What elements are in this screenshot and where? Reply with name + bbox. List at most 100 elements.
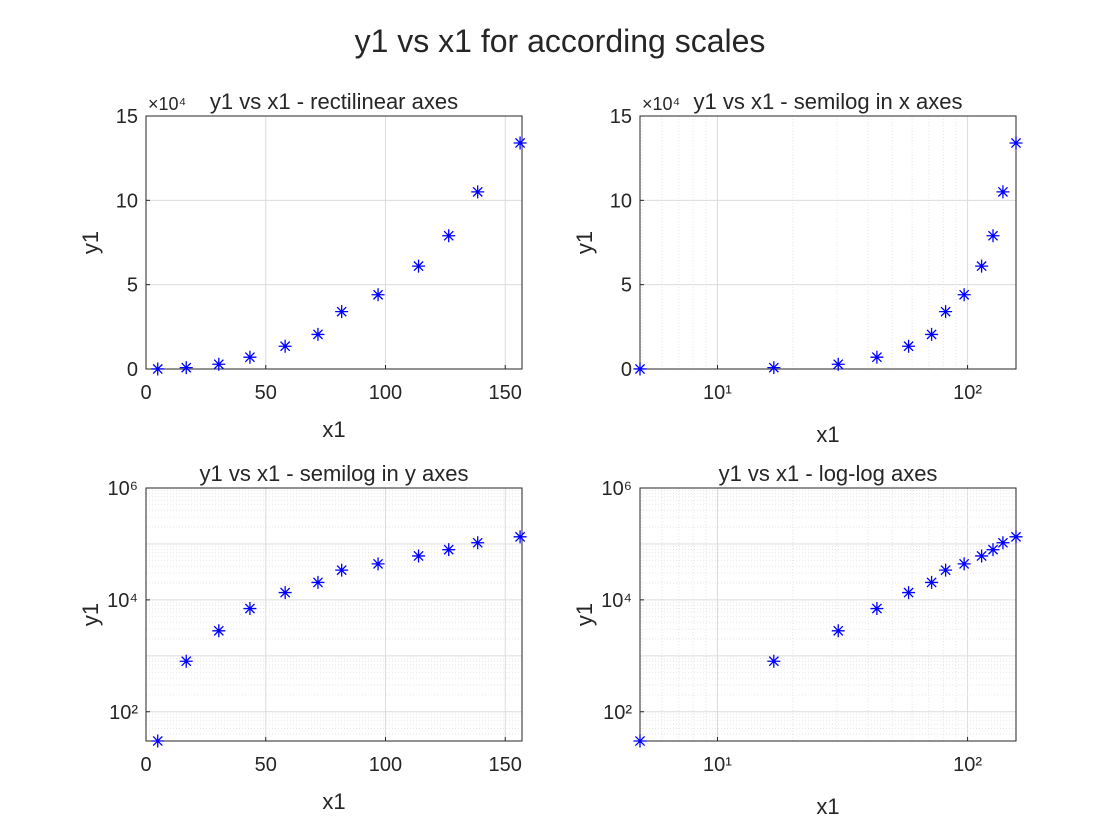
subplot-title: y1 vs x1 - semilog in x axes (694, 89, 963, 114)
data-point (412, 259, 426, 273)
grid (640, 115, 1016, 370)
x-ticks: 10¹ 10² (703, 737, 982, 776)
data-point (278, 339, 292, 353)
data-point (957, 557, 971, 571)
data-point (902, 586, 916, 600)
data-point (1009, 136, 1023, 150)
y-tick-label: 10 (610, 190, 632, 212)
data-point (212, 624, 226, 638)
data-point (513, 136, 527, 150)
data-point (243, 350, 257, 364)
grid (640, 487, 1016, 742)
axes-background (146, 116, 522, 369)
y-axis-label: y1 (572, 603, 597, 626)
data-point (335, 563, 349, 577)
data-point (767, 654, 781, 668)
x-axis-label: x1 (816, 794, 839, 819)
x-tick-label: 10¹ (703, 754, 732, 776)
x-ticks: 0 50 100 150 (140, 737, 522, 776)
data-point (513, 530, 527, 544)
data-point (986, 543, 1000, 557)
x-axis-label: x1 (322, 417, 345, 442)
data-point (311, 575, 325, 589)
x-ticks: 10¹ 10² (703, 365, 982, 404)
data-point (371, 557, 385, 571)
data-point (996, 536, 1010, 550)
y-tick-label: 0 (127, 359, 138, 381)
data-point (633, 734, 647, 748)
x-tick-label: 150 (489, 754, 522, 776)
x-tick-label: 10² (953, 382, 982, 404)
y-ticks: 0 5 10 15 (610, 106, 644, 381)
y-tick-label: 5 (127, 275, 138, 297)
x-axis-label: x1 (816, 422, 839, 447)
y-tick-label: 15 (610, 106, 632, 128)
y-axis-label: y1 (572, 231, 597, 254)
subplot-log-log: 10¹ 10² 10² 10⁴ 10⁶ x1 y1 y1 vs x1 - log-log ax… (572, 461, 1023, 819)
data-point (179, 361, 193, 375)
data-point (471, 185, 485, 199)
data-point (939, 563, 953, 577)
y-tick-label: 15 (116, 106, 138, 128)
x-tick-label: 50 (255, 382, 277, 404)
axes-background (640, 116, 1016, 369)
data-point (442, 543, 456, 557)
subplot-semilog-y: 0 50 100 150 10² 10⁴ 10⁶ x1 y1 y1 vs x1 - semilog… (78, 461, 527, 814)
figure-title: y1 vs x1 for according scales (355, 23, 766, 59)
x-ticks: 0 50 100 150 (140, 365, 522, 404)
y-tick-label: 10⁴ (601, 590, 632, 612)
axes-frame (639, 115, 1017, 370)
y-tick-label: 10⁶ (602, 478, 632, 500)
data-point (212, 357, 226, 371)
y-tick-label: 5 (621, 275, 632, 297)
axis-exponent-label: ×10⁴ (148, 94, 186, 114)
data-point (179, 654, 193, 668)
subplot-title: y1 vs x1 - rectilinear axes (210, 89, 458, 114)
data-point (831, 624, 845, 638)
axis-exponent-label: ×10⁴ (642, 94, 680, 114)
y-tick-label: 10⁴ (107, 590, 138, 612)
y-tick-label: 10² (603, 702, 632, 724)
data-point (371, 288, 385, 302)
data-point (442, 229, 456, 243)
subplot-rectilinear: 0 50 100 150 0 5 10 15 ×10⁴ x1 y1 y1 vs x1 - rectil… (78, 89, 527, 442)
data-point (939, 305, 953, 319)
subplot-semilog-x: 10¹ 10² 0 5 10 15 ×10⁴ x1 y1 y1 vs x1 - semilog i… (572, 89, 1023, 447)
y-tick-label: 10 (116, 190, 138, 212)
data-point (243, 602, 257, 616)
x-tick-label: 0 (140, 382, 151, 404)
data-series (151, 530, 527, 748)
data-point (633, 362, 647, 376)
data-point (311, 327, 325, 341)
data-point (870, 350, 884, 364)
axes-frame (639, 487, 1017, 742)
data-point (925, 327, 939, 341)
x-tick-label: 150 (489, 382, 522, 404)
y-tick-label: 10⁶ (108, 478, 138, 500)
data-point (335, 305, 349, 319)
x-tick-label: 100 (369, 382, 402, 404)
data-point (996, 185, 1010, 199)
subplot-title: y1 vs x1 - semilog in y axes (200, 461, 469, 486)
data-series (633, 136, 1023, 376)
data-series (633, 530, 1023, 748)
y-ticks: 10² 10⁴ 10⁶ (107, 478, 150, 724)
data-point (278, 586, 292, 600)
y-ticks: 10² 10⁴ 10⁶ (601, 478, 644, 724)
data-point (412, 549, 426, 563)
data-point (151, 734, 165, 748)
data-point (925, 575, 939, 589)
axes-background (146, 488, 522, 741)
y-tick-label: 10² (109, 702, 138, 724)
x-tick-label: 0 (140, 754, 151, 776)
y-axis-label: y1 (78, 231, 103, 254)
data-point (767, 361, 781, 375)
data-point (831, 357, 845, 371)
x-tick-label: 10¹ (703, 382, 732, 404)
x-tick-label: 50 (255, 754, 277, 776)
axes-frame (145, 115, 523, 370)
x-tick-label: 10² (953, 754, 982, 776)
y-axis-label: y1 (78, 603, 103, 626)
